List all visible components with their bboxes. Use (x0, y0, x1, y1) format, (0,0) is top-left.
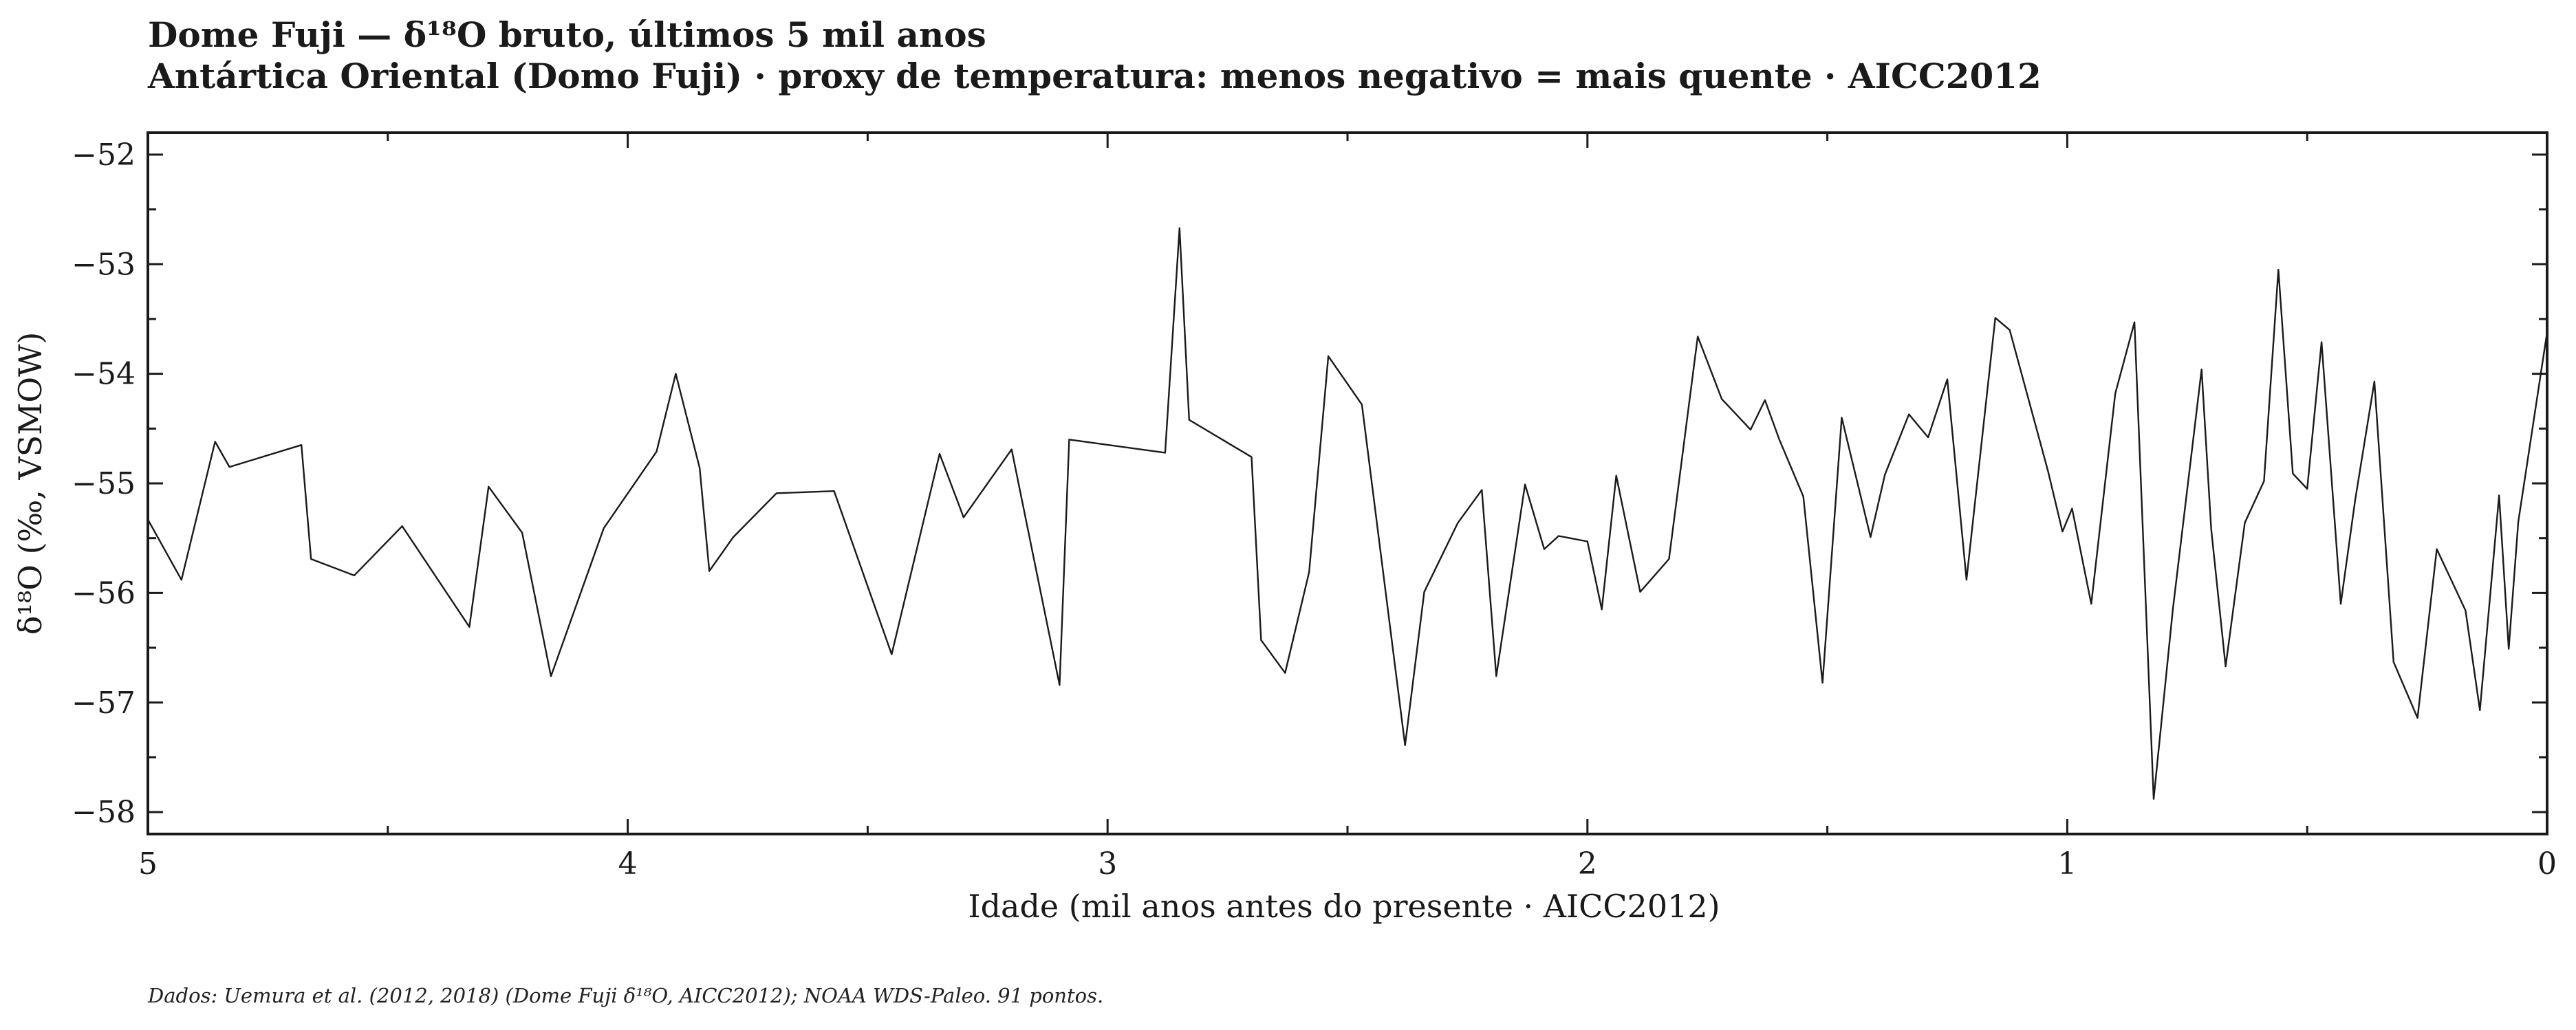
x-tick-label: 2 (1578, 846, 1597, 881)
y-tick-label: −53 (72, 247, 136, 282)
y-tick-label: −57 (72, 686, 136, 721)
y-axis: −52 −53 −54 −55 −56 −57 −58 (72, 138, 2547, 830)
x-axis-label: Idade (mil anos antes do presente · AICC… (968, 888, 1720, 925)
y-tick-label: −56 (72, 576, 136, 611)
chart-title: Dome Fuji — δ¹⁸O bruto, últimos 5 mil an… (148, 14, 986, 55)
series-line-0 (147, 227, 2548, 800)
data-source-footnote: Dados: Uemura et al. (2012, 2018) (Dome … (147, 984, 1103, 1007)
x-tick-label: 1 (2057, 846, 2077, 881)
x-tick-label: 5 (138, 846, 158, 881)
plot-area (147, 131, 2548, 835)
x-axis: 5 4 3 2 1 0 (138, 133, 2557, 881)
y-tick-label: −55 (72, 466, 136, 501)
chart-subtitle: Antártica Oriental (Domo Fuji) · proxy d… (147, 56, 2042, 96)
x-tick-label: 3 (1098, 846, 1117, 881)
y-tick-label: −58 (72, 795, 136, 830)
y-tick-label: −52 (72, 138, 136, 173)
y-axis-label: δ¹⁸O (‰, VSMOW) (12, 332, 49, 635)
x-tick-label: 4 (618, 846, 638, 881)
x-tick-label: 0 (2537, 846, 2557, 881)
y-tick-label: −54 (72, 357, 136, 392)
